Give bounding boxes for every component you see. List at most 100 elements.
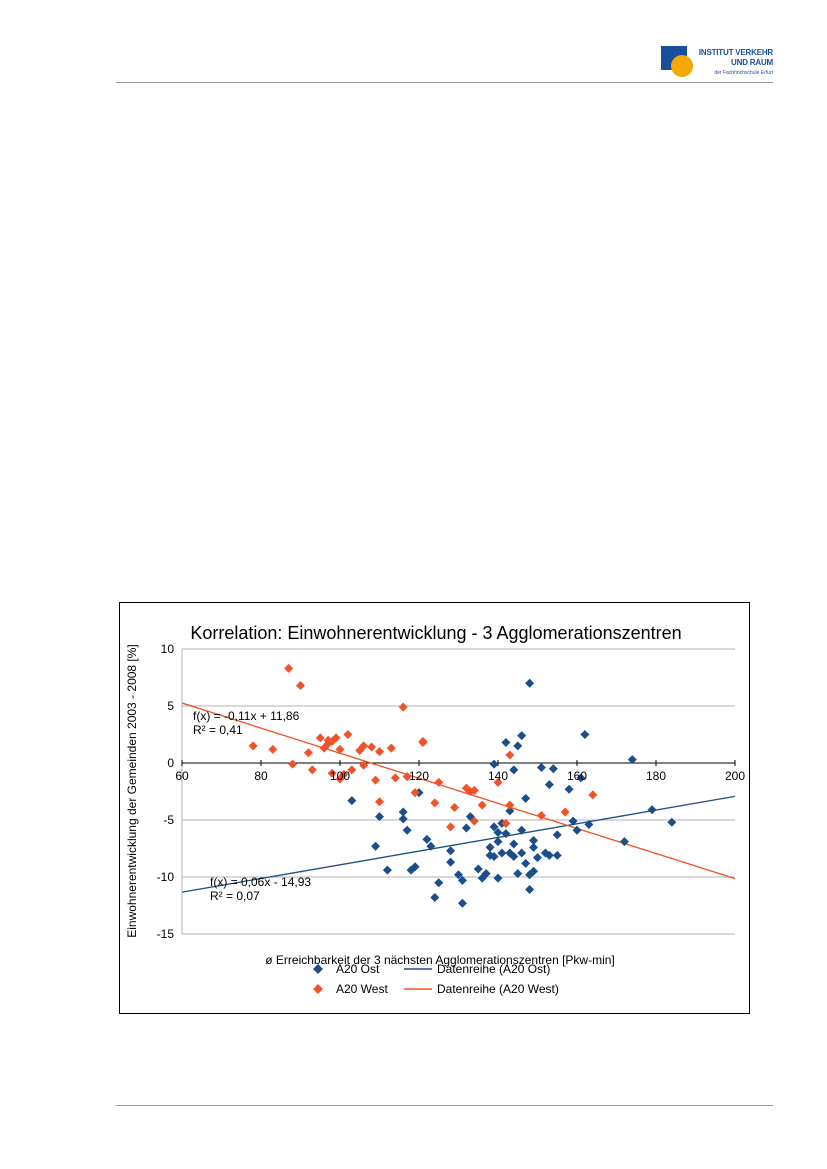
data-point (647, 805, 657, 815)
data-point (410, 788, 420, 798)
data-point (359, 741, 369, 751)
data-point (296, 680, 305, 690)
data-point (347, 796, 357, 806)
data-point (315, 733, 325, 743)
data-point (430, 893, 440, 903)
data-point (493, 777, 503, 787)
data-point (536, 763, 546, 773)
data-point (422, 834, 432, 844)
data-point (473, 864, 483, 874)
data-point (386, 743, 396, 753)
data-point (268, 744, 278, 754)
data-point (347, 765, 357, 775)
data-point (576, 773, 586, 783)
x-tick-label: 80 (254, 769, 268, 783)
data-point (343, 730, 353, 739)
data-point (544, 850, 554, 860)
trendline-equation: f(x) = -0,11x + 11,86 (193, 709, 300, 723)
data-point (525, 885, 535, 895)
data-point (525, 678, 535, 688)
data-point (517, 731, 527, 741)
y-axis-label: Einwohnerentwicklung der Gemeinden 2003 … (125, 644, 139, 938)
logo-text-line-2: UND RAUM (731, 58, 773, 67)
data-point (398, 807, 408, 817)
legend-marker (313, 984, 323, 994)
data-point (469, 816, 479, 826)
legend-label: Datenreihe (A20 West) (437, 982, 559, 996)
data-point (493, 837, 503, 847)
data-point (402, 772, 412, 782)
data-point (552, 830, 562, 840)
trendline-equation: f(x) = 0,06x - 14,93 (210, 875, 311, 889)
y-tick-label: 5 (167, 699, 174, 713)
data-point (489, 851, 499, 861)
data-points (248, 663, 677, 908)
data-point (548, 764, 558, 774)
trendline-r-squared: R² = 0,07 (210, 889, 260, 903)
data-point (481, 869, 491, 879)
data-point (509, 851, 519, 861)
chart-frame: Korrelation: Einwohnerentwicklung - 3 Ag… (119, 602, 750, 1014)
header-rule (116, 82, 773, 83)
footer-rule (116, 1105, 773, 1106)
data-point (418, 737, 428, 747)
data-point (517, 848, 527, 858)
data-point (307, 765, 317, 775)
data-point (434, 777, 444, 787)
institute-logo: INSTITUT VERKEHR UND RAUM der Fachhochsc… (661, 46, 773, 82)
data-point (588, 790, 598, 800)
data-point (477, 800, 487, 810)
trendline (182, 702, 735, 880)
x-axis-label: ø Erreichbarkeit der 3 nächsten Agglomer… (265, 953, 615, 967)
data-point (288, 759, 298, 769)
data-point (505, 750, 515, 760)
data-point (303, 748, 313, 758)
y-tick-label: 0 (167, 756, 174, 770)
data-point (493, 828, 503, 838)
data-point (521, 858, 531, 868)
data-point (552, 850, 562, 860)
data-point (529, 842, 539, 852)
x-tick-label: 100 (330, 769, 350, 783)
data-point (505, 806, 515, 816)
data-point (517, 825, 527, 835)
data-point (509, 765, 519, 775)
data-point (454, 870, 463, 880)
y-tick-label: 10 (161, 642, 175, 656)
x-tick-label: 160 (567, 769, 587, 783)
data-point (489, 822, 499, 832)
data-point (667, 817, 677, 827)
data-point (560, 807, 570, 817)
data-point (323, 735, 333, 745)
data-point (513, 869, 523, 879)
data-point (390, 773, 400, 783)
data-point (469, 785, 479, 795)
x-tick-label: 200 (725, 769, 745, 783)
data-point (371, 841, 381, 851)
data-point (371, 775, 381, 785)
data-point (627, 755, 637, 765)
data-point (513, 741, 523, 751)
data-point (319, 743, 329, 753)
data-point (501, 737, 511, 747)
data-point (382, 865, 392, 875)
legend-label: A20 West (336, 982, 388, 996)
x-tick-label: 60 (175, 769, 189, 783)
data-point (489, 759, 499, 769)
logo-sun-circle (671, 55, 693, 77)
data-point (509, 839, 519, 849)
data-point (457, 898, 467, 908)
logo-text-line-1: INSTITUT VERKEHR (698, 48, 773, 57)
data-point (446, 846, 456, 856)
data-point (426, 841, 436, 851)
data-point (564, 784, 574, 794)
data-point (465, 812, 475, 822)
chart-title: Korrelation: Einwohnerentwicklung - 3 Ag… (190, 623, 681, 643)
data-point (529, 836, 539, 846)
data-point (398, 814, 408, 824)
scatter-chart: Korrelation: Einwohnerentwicklung - 3 Ag… (125, 623, 745, 996)
data-point (430, 798, 440, 808)
data-point (284, 663, 294, 673)
data-point (540, 848, 550, 858)
legend-marker (313, 964, 323, 974)
